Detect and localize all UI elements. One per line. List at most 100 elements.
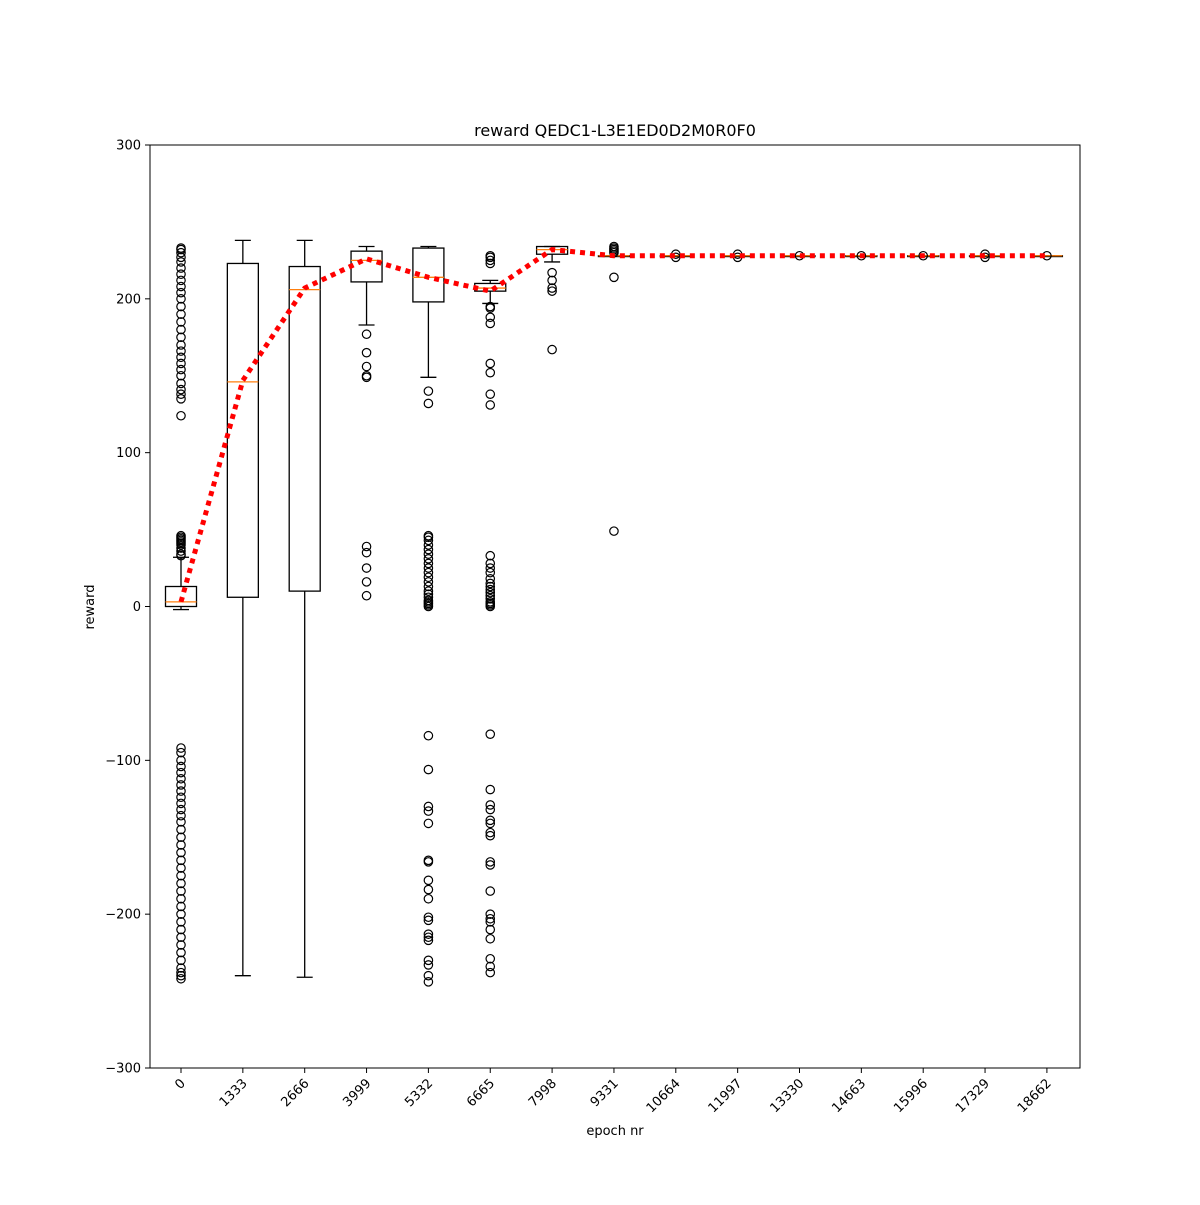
- outlier-point: [176, 840, 186, 850]
- outlier-point: [485, 961, 496, 972]
- outlier-point: [176, 358, 186, 369]
- box: [535, 245, 569, 255]
- outlier-point: [176, 378, 186, 389]
- y-tick-label: 100: [116, 446, 141, 461]
- outlier-point: [485, 581, 496, 592]
- outlier-point: [423, 586, 434, 596]
- outlier-point: [485, 886, 496, 896]
- outlier-point: [485, 594, 496, 604]
- outlier-point: [176, 301, 186, 312]
- outlier-point: [176, 370, 186, 381]
- outlier-point: [176, 546, 186, 556]
- outlier-point: [485, 800, 496, 810]
- outlier-point: [485, 584, 496, 595]
- outlier-point: [423, 857, 434, 867]
- y-tick-label: −300: [105, 1062, 141, 1077]
- box: [164, 585, 198, 608]
- outlier-point: [485, 255, 496, 266]
- outlier-point: [423, 912, 434, 923]
- outlier-point: [361, 541, 372, 552]
- outlier-point: [176, 940, 186, 950]
- outlier-point: [485, 818, 496, 829]
- outlier-point: [176, 932, 186, 943]
- outlier-point: [423, 581, 434, 592]
- outlier-point: [485, 400, 496, 410]
- outlier-point: [176, 287, 186, 298]
- outlier-point: [485, 590, 496, 601]
- outlier-point: [423, 558, 434, 569]
- outlier-point: [176, 773, 186, 784]
- outlier-point: [176, 384, 186, 395]
- outlier-point: [485, 924, 496, 935]
- outlier-point: [485, 953, 496, 964]
- box-group: [226, 239, 260, 977]
- box-group: [474, 250, 507, 978]
- outlier-point: [485, 550, 496, 561]
- y-tick-label: 300: [116, 139, 141, 154]
- outlier-point: [176, 924, 186, 935]
- outlier-point: [423, 572, 434, 583]
- outlier-point: [547, 275, 557, 286]
- outlier-point: [176, 947, 186, 958]
- outlier-point: [361, 329, 372, 340]
- outlier-point: [176, 909, 186, 919]
- outlier-point: [423, 532, 434, 543]
- outlier-point: [485, 860, 496, 870]
- outlier-point: [856, 250, 867, 261]
- y-tick-label: 0: [133, 600, 141, 615]
- y-tick-label: −100: [105, 754, 141, 769]
- outlier-point: [176, 973, 186, 984]
- outlier-point: [423, 577, 434, 587]
- box-group: [288, 239, 321, 978]
- box: [288, 265, 321, 592]
- outlier-point: [485, 367, 496, 378]
- outlier-point: [423, 589, 434, 599]
- outlier-point: [423, 818, 434, 829]
- outlier-point: [361, 347, 372, 358]
- outlier-point: [547, 344, 557, 355]
- outlier-point: [176, 247, 186, 258]
- outlier-point: [176, 364, 186, 375]
- outlier-point: [423, 563, 434, 573]
- outlier-point: [485, 729, 496, 739]
- outlier-point: [423, 601, 434, 612]
- outlier-point: [176, 780, 186, 790]
- outlier-point: [423, 544, 434, 555]
- chart-title: reward QEDC1-L3E1ED0D2M0R0F0: [474, 121, 756, 140]
- outlier-point: [485, 815, 496, 826]
- outlier-point: [176, 878, 186, 889]
- box-group: [412, 245, 445, 987]
- outlier-point: [485, 389, 496, 400]
- outlier-point: [485, 303, 496, 313]
- outlier-point: [423, 567, 434, 578]
- outlier-point: [609, 526, 619, 536]
- outlier-point: [485, 578, 496, 589]
- mean-line: [178, 247, 1047, 603]
- outlier-point: [176, 275, 186, 286]
- outlier-point: [176, 269, 186, 280]
- outlier-point: [176, 346, 186, 356]
- box-group: [535, 245, 569, 355]
- outlier-point: [423, 977, 434, 987]
- outlier-point: [423, 932, 434, 943]
- outlier-point: [176, 847, 186, 858]
- outlier-point: [176, 970, 186, 981]
- outlier-point: [423, 549, 434, 559]
- outlier-point: [423, 764, 434, 775]
- outlier-point: [423, 806, 434, 816]
- outlier-point: [176, 243, 186, 253]
- outlier-point: [918, 250, 928, 261]
- outlier-point: [176, 955, 186, 966]
- outlier-point: [423, 893, 434, 904]
- outlier-point: [423, 960, 434, 970]
- outlier-point: [485, 857, 496, 867]
- outlier-point: [485, 917, 496, 927]
- outlier-point: [485, 784, 496, 795]
- outlier-point: [176, 786, 186, 796]
- outlier-point: [485, 258, 496, 269]
- outlier-point: [176, 824, 186, 835]
- outlier-point: [423, 730, 434, 741]
- outlier-point: [176, 263, 186, 273]
